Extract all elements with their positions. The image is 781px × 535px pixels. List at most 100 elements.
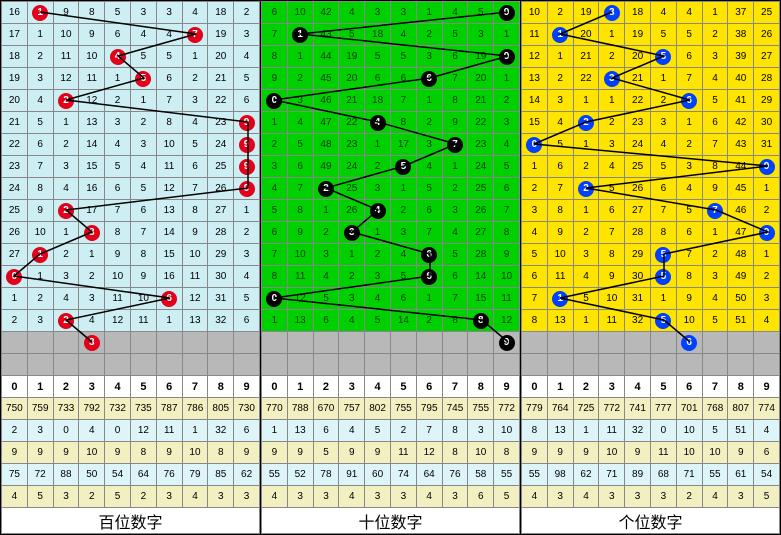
cell: 17	[79, 200, 105, 222]
cell: 20	[468, 68, 494, 90]
ball-marker: 9	[499, 335, 515, 351]
ball-marker: 1	[552, 291, 568, 307]
cell: 4	[262, 178, 288, 200]
cell: 2	[547, 2, 573, 24]
stat-cell: 76	[156, 464, 182, 486]
cell: 18	[365, 24, 391, 46]
data-row	[2, 354, 260, 376]
cell: 5	[105, 156, 131, 178]
cell: 2	[754, 200, 780, 222]
cell: 7	[182, 178, 208, 200]
stat-cell: 725	[573, 398, 599, 420]
data-row: 381627757462	[522, 200, 780, 222]
stat-cell: 2	[2, 420, 28, 442]
data-row: 132223211744028	[522, 68, 780, 90]
cell: 3	[156, 2, 182, 24]
cell: 23	[208, 112, 234, 134]
stat-cell: 76	[442, 464, 468, 486]
cell: 31	[208, 288, 234, 310]
cell: 5	[442, 24, 468, 46]
cell: 8	[287, 200, 313, 222]
stat-cell: 50	[79, 464, 105, 486]
cell: 28	[208, 222, 234, 244]
cell: 48	[728, 244, 754, 266]
ball-marker: 2	[58, 203, 74, 219]
ball-marker: 5	[655, 313, 671, 329]
cell: 23	[339, 134, 365, 156]
cell	[522, 354, 548, 376]
cell: 5	[416, 178, 442, 200]
stat-cell: 3	[468, 420, 494, 442]
cell: 4	[676, 2, 702, 24]
cell: 4	[130, 24, 156, 46]
cell: 21	[2, 112, 28, 134]
stat-cell: 5	[754, 486, 780, 508]
stat-cell: 2	[79, 486, 105, 508]
cell: 7	[442, 288, 468, 310]
stat-cell: 68	[650, 464, 676, 486]
cell: 2	[573, 156, 599, 178]
cell: 20	[573, 24, 599, 46]
ball-marker: 5	[655, 247, 671, 263]
cell: 32	[208, 310, 234, 332]
cell: 2	[676, 134, 702, 156]
cell: 4	[650, 2, 676, 24]
cell: 5	[676, 200, 702, 222]
cell: 3	[599, 68, 625, 90]
cell: 8	[702, 156, 728, 178]
cell: 9	[79, 24, 105, 46]
stat-cell: 772	[599, 398, 625, 420]
cell: 3	[416, 46, 442, 68]
cell: 7	[287, 178, 313, 200]
cell: 10	[676, 310, 702, 332]
cell: 10	[156, 134, 182, 156]
cell: 3	[390, 222, 416, 244]
data-row: 9245206667201	[262, 68, 520, 90]
cell: 1	[702, 2, 728, 24]
stat-row: 750759733792732735787786805730	[2, 398, 260, 420]
cell: 18	[625, 2, 651, 24]
cell: 8	[262, 266, 288, 288]
cell: 2	[365, 156, 391, 178]
cell: 9	[494, 46, 520, 68]
cell: 10	[287, 244, 313, 266]
cell: 1	[313, 200, 339, 222]
cell: 3	[53, 266, 79, 288]
cell: 26	[468, 200, 494, 222]
cell	[547, 354, 573, 376]
cell: 5	[130, 68, 156, 90]
data-row: 12431110612315	[2, 288, 260, 310]
digit-header: 4	[365, 376, 391, 398]
data-row: 24841665127269	[2, 178, 260, 200]
cell: 9	[53, 2, 79, 24]
cell: 5	[287, 134, 313, 156]
cell: 17	[390, 134, 416, 156]
data-row: 7151031194503	[522, 288, 780, 310]
cell: 5	[365, 46, 391, 68]
digit-header: 0	[262, 376, 288, 398]
stat-cell: 91	[339, 464, 365, 486]
panel-label-row: 百位数字	[2, 508, 260, 534]
cell: 23	[468, 134, 494, 156]
cell: 19	[208, 24, 234, 46]
cell	[130, 332, 156, 354]
cell: 2	[522, 178, 548, 200]
stat-cell: 8	[442, 420, 468, 442]
cell: 11	[287, 266, 313, 288]
cell: 8	[262, 46, 288, 68]
stat-cell: 88	[53, 464, 79, 486]
cell: 10	[287, 2, 313, 24]
stat-row: 113645278310	[262, 420, 520, 442]
cell: 21	[625, 68, 651, 90]
cell: 3	[547, 90, 573, 112]
cell: 5	[494, 156, 520, 178]
cell: 5	[313, 288, 339, 310]
stat-row: 55527891607464765855	[262, 464, 520, 486]
cell	[53, 332, 79, 354]
cell: 9	[494, 332, 520, 354]
grid-ge: 1021931844137251112011955238261212122056…	[521, 1, 780, 534]
stat-cell: 9	[573, 442, 599, 464]
cell: 3	[27, 68, 53, 90]
stat-cell: 10	[702, 442, 728, 464]
stat-cell: 52	[287, 464, 313, 486]
